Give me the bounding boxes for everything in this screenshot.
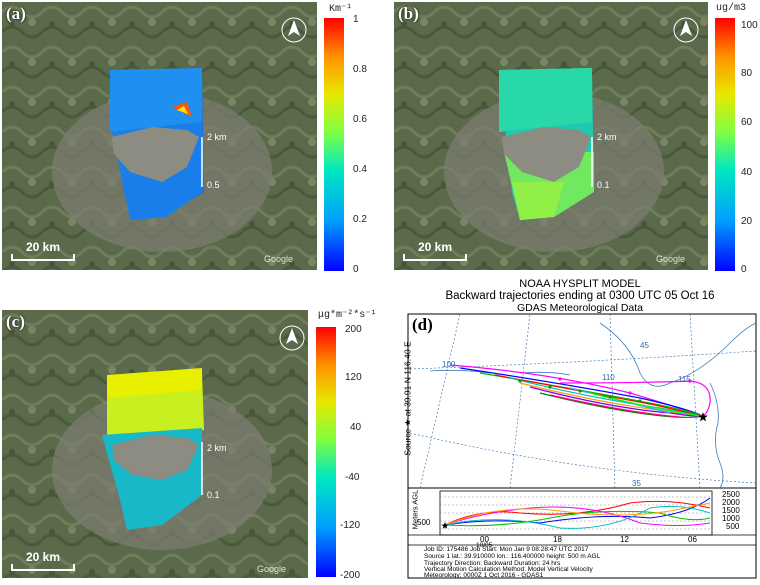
- time-tick: 00: [480, 535, 489, 544]
- lat-label-35: 35: [632, 479, 641, 488]
- colorbar-tick: 60: [741, 117, 753, 128]
- colorbar-tick: 0: [741, 264, 747, 275]
- hysplit-data-source: GDAS Meteorological Data: [516, 302, 644, 314]
- colorbar-tick: 80: [741, 68, 753, 79]
- colorbar-tick: 40: [350, 422, 362, 433]
- panel-d: (d) Source ★ at 39.91 N 116.40 E 100 110…: [400, 313, 758, 580]
- date-label: 10/05: [476, 542, 493, 549]
- height-label-b-top: 2 km: [597, 132, 617, 142]
- lon-label-100: 100: [442, 360, 456, 369]
- scale-label-a: 20 km: [26, 240, 61, 254]
- satellite-map-c: (c) 20 km 2 km 0.1 Google: [2, 310, 308, 578]
- time-tick: 12: [620, 535, 629, 544]
- colorbar-tick: 1: [353, 14, 359, 25]
- colorbar-c: [316, 327, 336, 577]
- meta-line: Trajectory Direction: Backward Duration:…: [424, 560, 561, 567]
- google-watermark-a: Google: [264, 254, 294, 264]
- hysplit-plot: [407, 313, 757, 579]
- panel-label-b: (b): [398, 4, 419, 23]
- colorbar-tick: 0: [353, 264, 359, 275]
- vert-tick: 1500: [722, 506, 740, 515]
- meta-line: Meteorology: 0000Z 1 Oct 2016 - GDAS1: [424, 572, 544, 579]
- meta-line: Job ID: 175486 Job Start: Mon Jan 9 08:2…: [424, 546, 589, 553]
- google-watermark-c: Google: [257, 564, 287, 574]
- vert-tick: 2000: [722, 498, 740, 507]
- scale-label-c: 20 km: [26, 550, 61, 564]
- hysplit-title: NOAA HYSPLIT MODEL: [519, 278, 641, 290]
- hysplit-subtitle: Backward trajectories ending at 0300 UTC…: [445, 290, 715, 302]
- colorbar-tick: 0.6: [353, 114, 367, 125]
- colorbar-tick: 20: [741, 216, 753, 227]
- colorbar-tick: 0.2: [353, 214, 367, 225]
- height-label-c-bottom: 0.1: [207, 490, 220, 500]
- colorbar-tick: -120: [340, 520, 361, 531]
- time-tick: 06: [688, 535, 697, 544]
- vertical-axis-label: Meters AGL: [410, 489, 420, 530]
- colorbar-tick: -40: [345, 472, 360, 483]
- height-label-b-bottom: 0.1: [597, 180, 610, 190]
- vert-tick: 1000: [722, 514, 740, 523]
- google-watermark-b: Google: [656, 254, 686, 264]
- colorbar-b: [715, 18, 735, 271]
- colorbar-tick: 40: [741, 167, 753, 178]
- colorbar-unit-c: μg*m⁻²*s⁻¹: [318, 310, 377, 321]
- height-label-a-bottom: 0.5: [207, 180, 220, 190]
- panel-label-c: (c): [6, 312, 25, 331]
- colorbar-unit-a: Km⁻¹: [329, 4, 353, 15]
- colorbar-tick: 0.8: [353, 64, 367, 75]
- colorbar-unit-b: ug/m3: [716, 3, 747, 14]
- hysplit-header: NOAA HYSPLIT MODEL Backward trajectories…: [400, 278, 760, 314]
- colorbar-a: [324, 18, 344, 271]
- time-tick: 18: [553, 535, 562, 544]
- colorbar-tick: 0.4: [353, 164, 367, 175]
- satellite-map-b: (b) 20 km 2 km 0.1 Google: [394, 2, 708, 270]
- meta-line: Source 1 lat.: 39.910000 lon.: 116.40000…: [424, 553, 601, 560]
- panel-label-a: (a): [6, 4, 26, 23]
- start-height-label: 500: [417, 518, 431, 527]
- height-label-a-top: 2 km: [207, 132, 227, 142]
- vert-tick: 2500: [722, 490, 740, 499]
- height-label-c-top: 2 km: [207, 443, 227, 453]
- lat-label-45: 45: [640, 341, 649, 350]
- colorbar-tick: 100: [741, 20, 758, 31]
- meta-line: Vertical Motion Calculation Method: Mode…: [424, 566, 593, 573]
- satellite-map-a: (a) 20 km 2 km 0.5 Google: [2, 2, 317, 270]
- colorbar-tick: -200: [340, 570, 361, 581]
- lon-label-110: 110: [602, 373, 615, 382]
- lon-label-115: 115: [678, 375, 691, 384]
- colorbar-tick: 120: [345, 372, 362, 383]
- panel-label-d: (d): [412, 315, 433, 334]
- scale-label-b: 20 km: [418, 240, 453, 254]
- hysplit-y-label: Source ★ at 39.91 N 116.40 E: [402, 341, 413, 456]
- vert-tick: 500: [726, 522, 740, 531]
- colorbar-tick: 200: [345, 324, 362, 335]
